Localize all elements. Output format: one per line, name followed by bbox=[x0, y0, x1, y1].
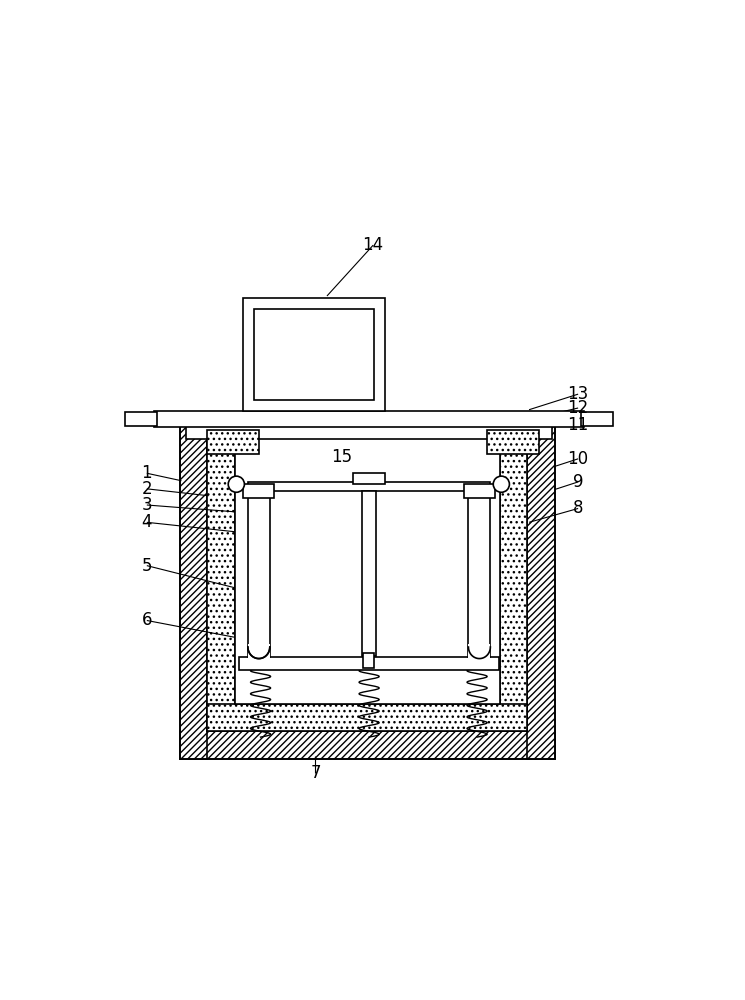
Bar bbox=[180, 424, 555, 759]
Bar bbox=[487, 430, 539, 454]
Text: 13: 13 bbox=[568, 385, 589, 403]
Bar bbox=[464, 484, 495, 498]
Bar bbox=[207, 424, 235, 731]
Text: 4: 4 bbox=[142, 513, 152, 531]
Bar bbox=[581, 412, 612, 426]
Bar bbox=[243, 298, 384, 411]
Bar bbox=[248, 482, 490, 491]
Text: 15: 15 bbox=[331, 448, 352, 466]
Bar bbox=[180, 424, 207, 759]
Text: 8: 8 bbox=[573, 499, 583, 517]
Circle shape bbox=[493, 476, 510, 492]
Bar bbox=[207, 430, 259, 454]
Text: 2: 2 bbox=[142, 480, 152, 498]
Text: 7: 7 bbox=[310, 764, 320, 782]
Bar bbox=[235, 424, 500, 704]
Bar bbox=[243, 484, 274, 498]
Circle shape bbox=[228, 476, 244, 492]
Bar bbox=[125, 412, 156, 426]
Bar bbox=[248, 644, 270, 659]
Text: 14: 14 bbox=[363, 236, 384, 254]
Bar bbox=[500, 424, 527, 731]
Bar bbox=[469, 644, 490, 659]
Text: 1: 1 bbox=[142, 464, 152, 482]
Bar bbox=[238, 657, 499, 670]
Text: 5: 5 bbox=[142, 557, 152, 575]
Text: 3: 3 bbox=[142, 496, 152, 514]
Bar bbox=[469, 495, 490, 657]
Text: 9: 9 bbox=[573, 473, 583, 491]
Bar bbox=[353, 473, 384, 484]
Text: 11: 11 bbox=[568, 416, 589, 434]
Bar bbox=[186, 424, 552, 439]
Bar bbox=[361, 491, 376, 656]
Text: 6: 6 bbox=[142, 611, 152, 629]
Bar bbox=[248, 495, 270, 657]
Text: 12: 12 bbox=[568, 399, 589, 417]
Bar bbox=[207, 704, 527, 731]
Bar bbox=[253, 309, 374, 400]
Text: 10: 10 bbox=[568, 450, 589, 468]
Bar bbox=[180, 731, 555, 759]
Bar bbox=[153, 411, 584, 427]
Bar bbox=[364, 653, 374, 668]
Bar bbox=[527, 424, 555, 759]
